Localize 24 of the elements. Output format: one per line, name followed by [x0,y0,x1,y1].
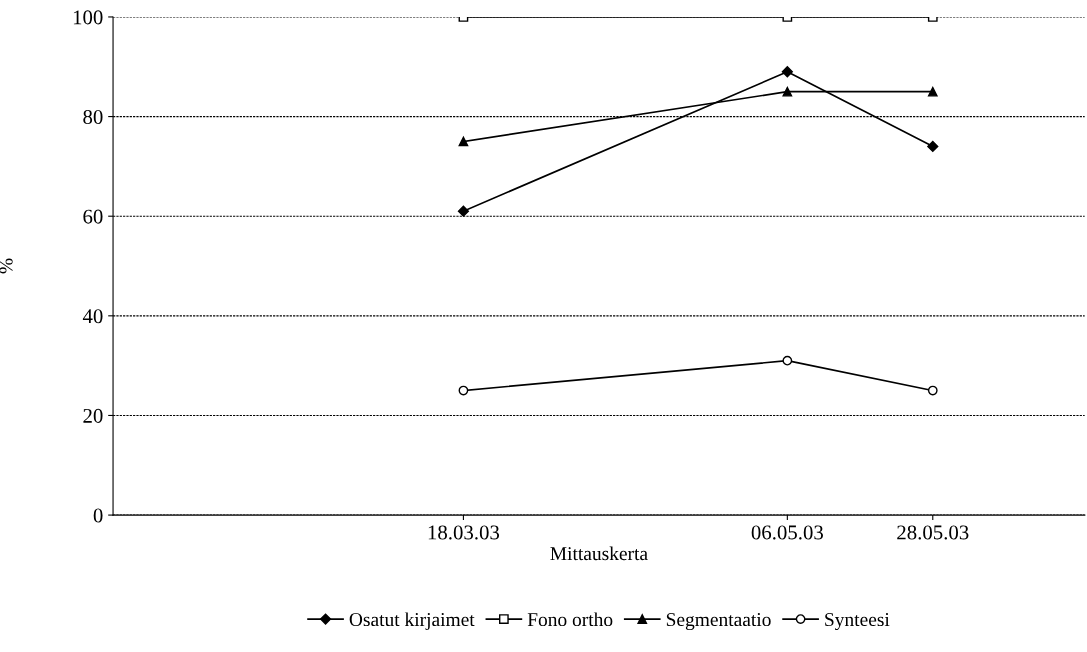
point [457,205,470,217]
y-tick-label: 100 [73,10,103,25]
y-tick-label: 60 [83,209,103,224]
point [781,66,793,78]
point [458,385,469,396]
x-tick-label: 18.03.03 [428,525,500,540]
y-axis-title: % [0,258,13,274]
x-tick-label: 06.05.03 [751,525,823,540]
point [782,86,793,97]
legend-label: Osatut kirjaimet [349,612,475,631]
point [927,140,939,153]
y-tick-label: 40 [82,309,103,324]
legend-label: Fono ortho [527,612,613,627]
point [782,355,793,366]
x-tick-label: 28.05.03 [897,525,969,540]
y-tick-label: 0 [93,508,103,523]
point [927,385,938,396]
y-tick-label: 80 [83,109,103,125]
legend-label: Synteesi [825,613,890,631]
y-tick-label: 20 [83,408,103,423]
legend-label: Segmentaatio [666,613,771,631]
x-axis-title: Mittauskerta [550,546,648,561]
point [927,86,938,97]
point [458,136,469,147]
